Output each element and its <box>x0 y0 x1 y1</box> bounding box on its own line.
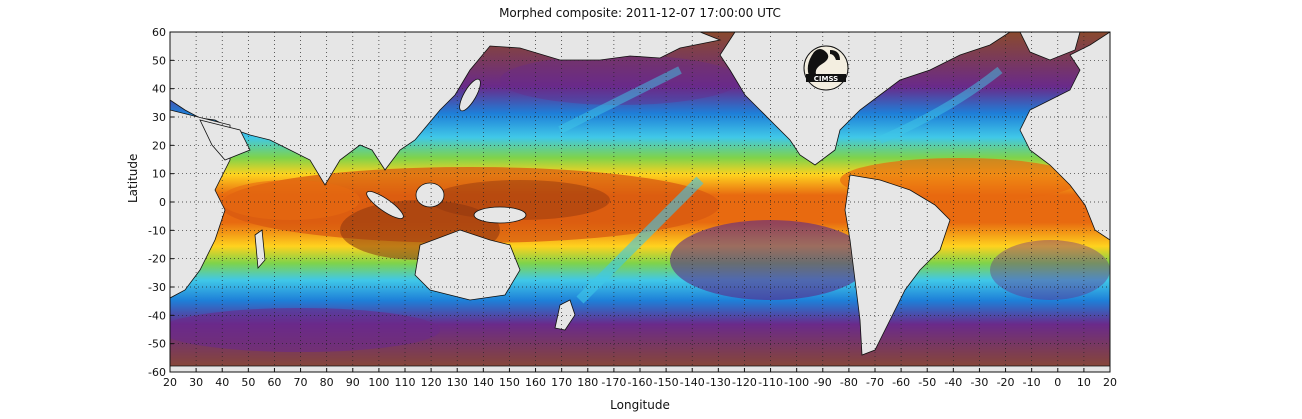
x-tick-label: 60 <box>267 376 281 389</box>
x-tick-label: -160 <box>628 376 653 389</box>
y-tick-label: 10 <box>152 168 166 181</box>
land-masses <box>170 32 1110 372</box>
y-axis-ticks: 60 50 40 30 20 10 0 -10 -20 -30 -40 -50 -60 <box>148 26 174 379</box>
x-tick-label: -70 <box>866 376 884 389</box>
land-australia <box>414 229 521 301</box>
x-tick-label: 150 <box>499 376 520 389</box>
land-greenland <box>1019 32 1081 61</box>
x-tick-label: -30 <box>970 376 988 389</box>
x-tick-label: 20 <box>1103 376 1117 389</box>
y-tick-label: -30 <box>148 281 166 294</box>
cimss-logo: CIMSS <box>803 45 849 91</box>
land-new-guinea <box>473 206 527 224</box>
x-tick-label: 100 <box>368 376 389 389</box>
x-tick-label: 130 <box>447 376 468 389</box>
x-tick-label: -50 <box>918 376 936 389</box>
y-tick-label: 60 <box>152 26 166 39</box>
x-tick-label: 160 <box>525 376 546 389</box>
x-tick-label: -140 <box>680 376 705 389</box>
x-tick-label: 40 <box>215 376 229 389</box>
y-tick-label: 40 <box>152 83 166 96</box>
x-tick-label: 120 <box>421 376 442 389</box>
x-tick-label: 10 <box>1077 376 1091 389</box>
y-tick-label: -50 <box>148 338 166 351</box>
x-tick-label: -130 <box>706 376 731 389</box>
x-tick-label: 90 <box>346 376 360 389</box>
x-tick-label: 110 <box>395 376 416 389</box>
x-axis-ticks: 20 30 40 50 60 70 80 90 100 110 120 130 140 150 160 170… <box>163 368 1117 389</box>
y-tick-label: -60 <box>148 366 166 379</box>
land-north-america <box>719 32 1011 166</box>
logo-text: CIMSS <box>814 75 838 83</box>
x-tick-label: -10 <box>1023 376 1041 389</box>
land-japan <box>459 78 481 112</box>
y-tick-label: 30 <box>152 111 166 124</box>
x-tick-label: 70 <box>294 376 308 389</box>
land-borneo <box>415 182 445 208</box>
land-arabia <box>199 119 251 161</box>
x-tick-label: 0 <box>1054 376 1061 389</box>
land-new-zealand <box>554 299 576 331</box>
x-axis-label: Longitude <box>610 398 670 412</box>
y-tick-label: 0 <box>159 196 166 209</box>
y-tick-label: -40 <box>148 309 166 322</box>
x-tick-label: 170 <box>551 376 572 389</box>
map-title: Morphed composite: 2011-12-07 17:00:00 U… <box>499 6 781 20</box>
x-tick-label: -60 <box>892 376 910 389</box>
x-tick-label: -40 <box>944 376 962 389</box>
x-tick-label: -110 <box>758 376 783 389</box>
land-sumatra <box>366 191 404 219</box>
x-tick-label: -20 <box>997 376 1015 389</box>
x-tick-label: -120 <box>732 376 757 389</box>
y-tick-label: -10 <box>148 224 166 237</box>
x-tick-label: 20 <box>163 376 177 389</box>
y-tick-label: -20 <box>148 253 166 266</box>
x-tick-label: -80 <box>840 376 858 389</box>
x-tick-label: -170 <box>601 376 626 389</box>
x-tick-label: -150 <box>654 376 679 389</box>
x-tick-label: 140 <box>473 376 494 389</box>
x-tick-label: 80 <box>320 376 334 389</box>
land-europe-africa-east <box>1019 32 1110 241</box>
land-south-america <box>844 174 951 356</box>
y-tick-label: 50 <box>152 54 166 67</box>
x-tick-label: -90 <box>814 376 832 389</box>
x-tick-label: -100 <box>784 376 809 389</box>
x-tick-label: 180 <box>577 376 598 389</box>
y-tick-label: 20 <box>152 139 166 152</box>
x-tick-label: 50 <box>241 376 255 389</box>
x-tick-label: 30 <box>189 376 203 389</box>
